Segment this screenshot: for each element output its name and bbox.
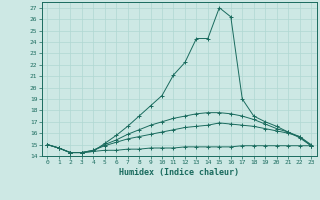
X-axis label: Humidex (Indice chaleur): Humidex (Indice chaleur) — [119, 168, 239, 177]
